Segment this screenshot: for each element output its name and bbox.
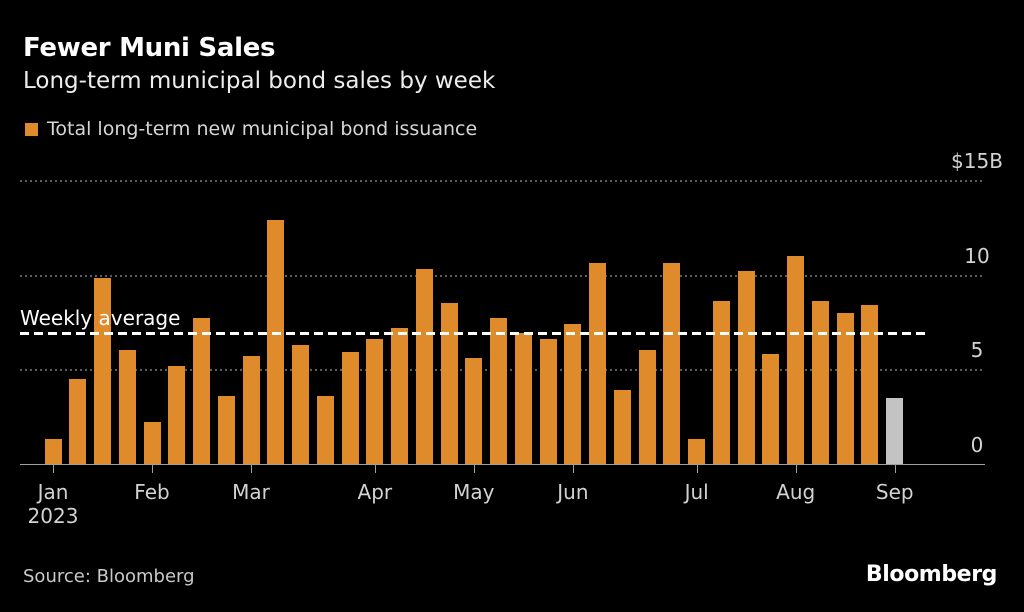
bar-mar-wk3	[292, 344, 310, 464]
average-line-label: Weekly average	[20, 306, 181, 330]
month-tick-sep	[894, 464, 896, 473]
bar-feb-wk1	[143, 422, 161, 464]
bar-apr-wk4	[440, 303, 458, 464]
bar-aug-wk4	[861, 304, 879, 464]
bar-may-wk3	[514, 333, 532, 464]
month-label-jul: Jul	[684, 480, 709, 504]
month-tick-apr	[374, 464, 376, 473]
gridline-10	[20, 274, 985, 277]
bar-mar-wk1	[242, 356, 260, 464]
y-axis-label: 0	[970, 433, 984, 457]
chart-title: Fewer Muni Sales	[23, 33, 276, 63]
bar-jan-wk4	[118, 350, 136, 464]
bar-mar-wk2	[267, 219, 285, 464]
bar-mar-wk5	[341, 352, 359, 464]
bar-feb-wk3	[193, 318, 211, 464]
bar-jun-wk3	[613, 390, 631, 464]
month-tick-feb	[152, 464, 154, 473]
y-axis-label: 10	[964, 243, 990, 268]
average-line	[20, 332, 925, 336]
bar-jun-wk4	[638, 350, 656, 464]
bar-apr-wk2	[391, 327, 409, 464]
month-tick-mar	[251, 464, 253, 473]
chart-subtitle: Long-term municipal bond sales by week	[23, 68, 496, 94]
month-label-apr: Apr	[357, 480, 393, 504]
bar-aug-wk3	[836, 312, 854, 464]
y-axis-label: $15B	[951, 149, 1003, 174]
month-tick-jan	[53, 464, 54, 473]
bar-jul-wk4	[762, 354, 780, 464]
legend-swatch-icon	[25, 122, 38, 136]
x-axis-line	[20, 464, 985, 465]
bar-jun-wk5	[663, 263, 681, 464]
month-label-aug: Aug	[776, 480, 816, 504]
y-axis-label: 5	[970, 338, 984, 363]
bar-jul-wk3	[737, 270, 755, 464]
bloomberg-logo: Bloomberg	[865, 562, 998, 587]
month-tick-aug	[795, 464, 797, 473]
legend: Total long-term new municipal bond issua…	[25, 118, 477, 140]
bar-may-wk2	[490, 318, 508, 464]
month-tick-may	[473, 464, 475, 473]
bar-jul-wk2	[712, 301, 730, 464]
month-tick-jul	[696, 464, 698, 473]
legend-label: Total long-term new municipal bond issua…	[47, 118, 478, 140]
bar-jan-wk2	[69, 378, 87, 464]
month-label-sep: Sep	[875, 480, 914, 504]
source-text: Source: Bloomberg	[23, 566, 195, 587]
bar-jan-wk3	[94, 278, 111, 464]
bar-feb-wk2	[168, 365, 186, 464]
bar-apr-wk1	[366, 339, 384, 464]
bar-jun-wk1	[564, 323, 582, 464]
month-label-jun: Jun	[557, 480, 589, 504]
year-label: 2023	[27, 504, 79, 528]
bar-aug-wk2	[811, 301, 829, 464]
bar-sep-wk1	[886, 397, 904, 464]
bar-jul-wk1	[688, 439, 706, 464]
month-label-jan: Jan 2023	[8, 480, 98, 528]
bar-may-wk4	[539, 339, 557, 464]
bar-aug-wk1	[787, 255, 805, 464]
bar-may-wk1	[465, 357, 483, 464]
month-label-may: May	[453, 480, 495, 504]
gridline-15	[20, 180, 985, 183]
bar-mar-wk4	[316, 395, 334, 464]
bar-feb-wk4	[217, 395, 235, 464]
bar-jun-wk2	[589, 263, 607, 464]
month-tick-jun	[572, 464, 574, 473]
bar-apr-wk3	[415, 269, 433, 464]
month-label-feb: Feb	[134, 480, 170, 504]
month-label-mar: Mar	[232, 480, 270, 504]
bar-jan-wk1	[44, 439, 62, 464]
